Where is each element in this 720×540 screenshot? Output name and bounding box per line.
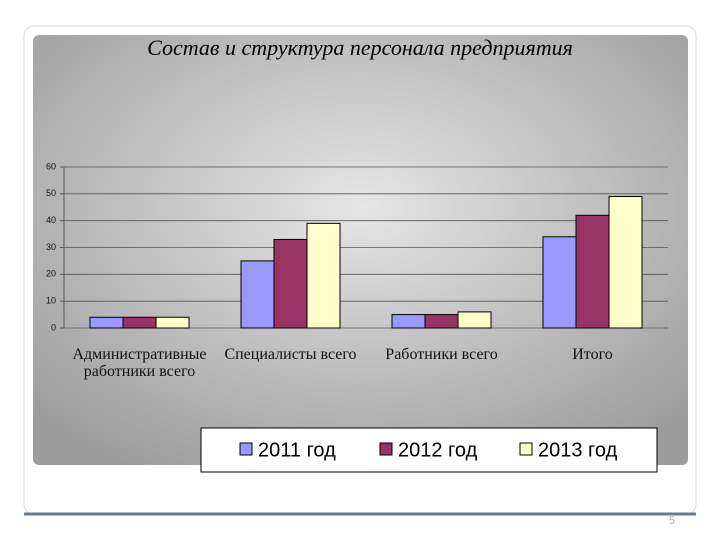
bar: [89, 316, 124, 329]
bar: [391, 314, 426, 329]
legend-swatch: [519, 442, 533, 456]
legend-swatch: [379, 442, 393, 456]
bar: [457, 311, 492, 329]
bar: [240, 260, 275, 329]
bar: [273, 238, 308, 329]
bar: [306, 222, 341, 329]
y-tick-label: 0: [51, 322, 56, 332]
bar: [122, 316, 157, 329]
page-number: 5: [669, 515, 675, 527]
y-tick-label: 50: [46, 188, 56, 198]
x-tick-label: Административные работники всего: [72, 346, 207, 380]
x-tick-label: Итого: [572, 346, 613, 363]
legend: [200, 427, 658, 473]
y-tick-label: 60: [46, 161, 56, 171]
bar: [424, 314, 459, 329]
y-tick-label: 40: [46, 215, 56, 225]
legend-label: 2012 год: [398, 439, 478, 461]
x-tick-label: Специалисты всего: [224, 346, 357, 363]
y-tick-label: 10: [46, 296, 56, 306]
chart-panel: [33, 35, 688, 465]
y-tick-label: 20: [46, 269, 56, 279]
legend-swatch: [239, 442, 253, 456]
legend-label: 2011 год: [258, 439, 336, 461]
bar: [575, 214, 610, 329]
bar: [608, 196, 643, 329]
legend-label: 2013 год: [538, 439, 618, 461]
bar: [542, 236, 577, 329]
bar: [155, 316, 190, 329]
x-tick-label: Работники всего: [385, 346, 498, 363]
y-tick-label: 30: [46, 242, 56, 252]
chart-title: Состав и структура персонала предприятия: [147, 35, 573, 60]
